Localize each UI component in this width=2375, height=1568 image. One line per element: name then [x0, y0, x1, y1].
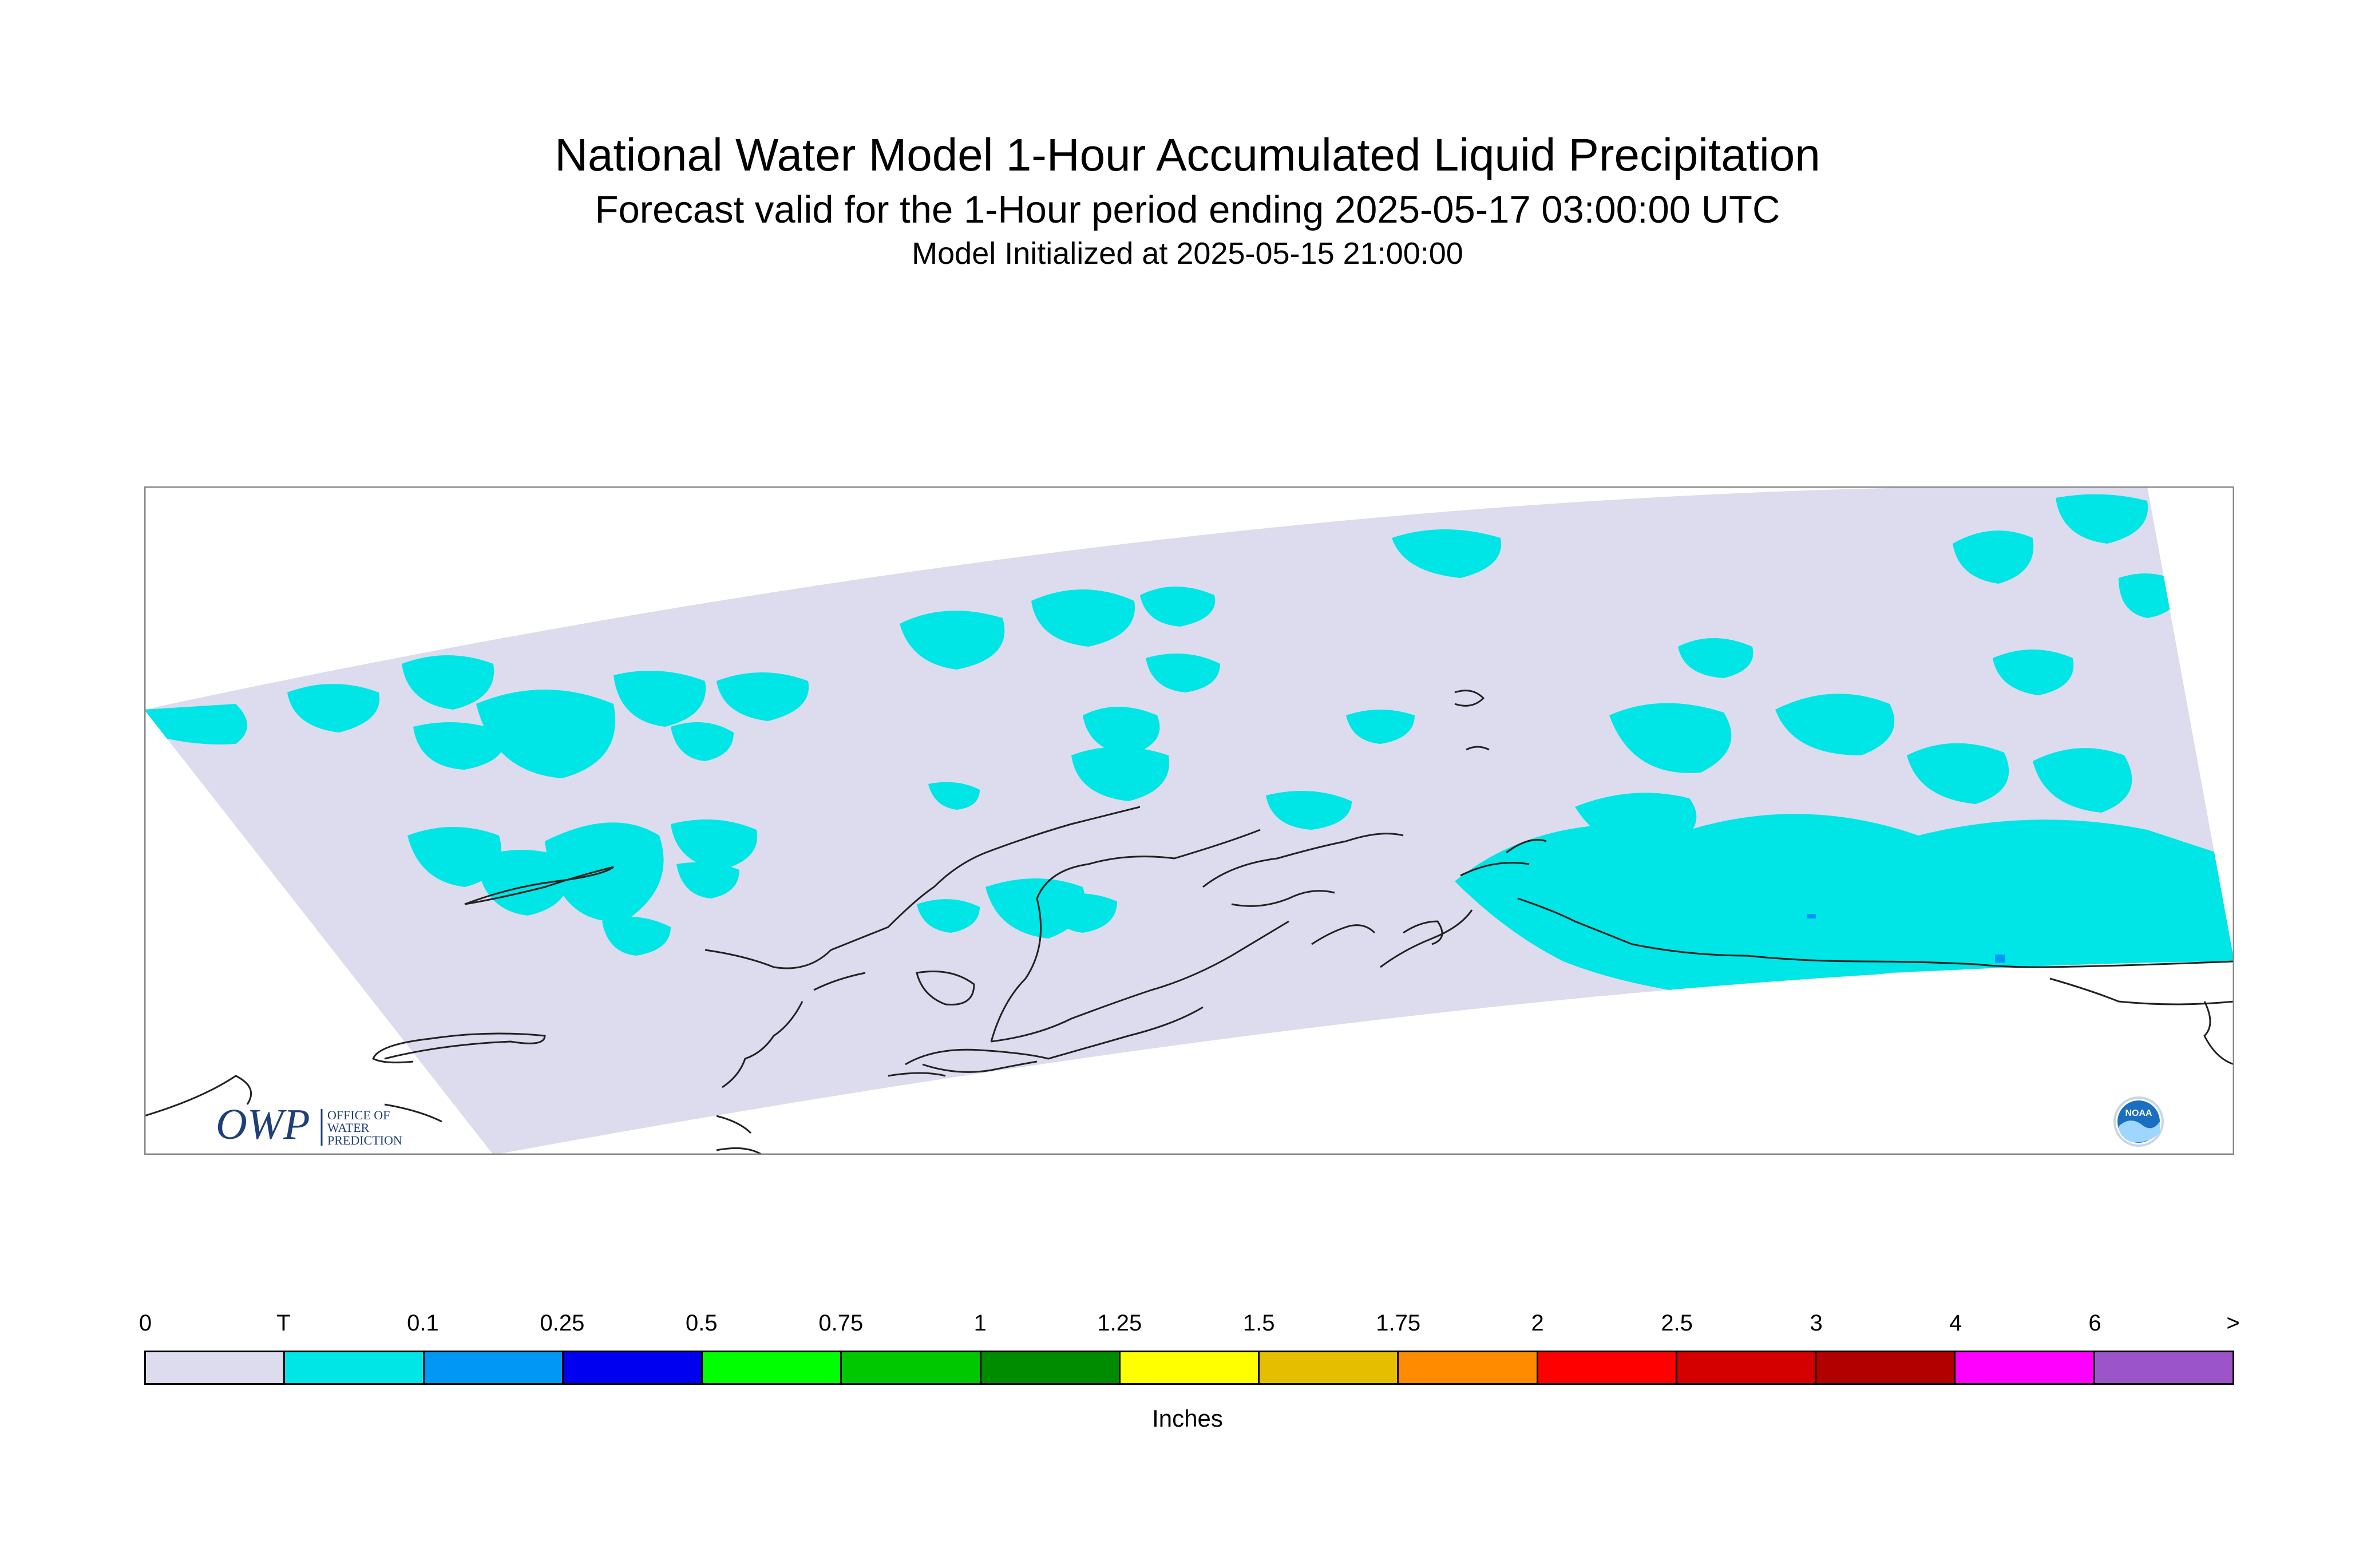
legend-swatch: [981, 1352, 1121, 1383]
legend-tick-label: 6: [2088, 1310, 2101, 1336]
legend-tick-label: 3: [1810, 1310, 1823, 1336]
model-init-time: Model Initialized at 2025-05-15 21:00:00: [912, 236, 1463, 271]
legend-swatch: [1120, 1352, 1260, 1383]
legend-swatch: [703, 1352, 842, 1383]
owp-logo: OWP OFFICE OF WATER PREDICTION: [216, 1100, 402, 1149]
legend-tick-label: 0: [138, 1310, 152, 1336]
legend-tick-label: 0.1: [407, 1310, 439, 1336]
noaa-logo: NOAA: [2113, 1096, 2164, 1147]
map-title: National Water Model 1-Hour Accumulated …: [555, 129, 1820, 180]
legend-tick-label: 4: [1949, 1310, 1962, 1336]
legend-tick-label: 1: [973, 1310, 987, 1336]
legend-tick-label: 1.25: [1097, 1310, 1142, 1336]
owp-logo-text: WATER: [327, 1120, 370, 1135]
legend-colorbar: [144, 1351, 2234, 1385]
legend-swatch: [563, 1352, 703, 1383]
legend-swatch: [285, 1352, 425, 1383]
map-frame: [144, 486, 2234, 1155]
legend-units: Inches: [1152, 1405, 1223, 1432]
noaa-logo-text: NOAA: [2125, 1108, 2152, 1118]
legend-tick-label: 1.5: [1242, 1310, 1275, 1336]
legend-tick-label: 0.5: [686, 1310, 718, 1336]
legend-tick-label: 0.25: [540, 1310, 585, 1336]
legend-swatch: [1956, 1352, 2095, 1383]
light-precip-spots: [1807, 914, 2005, 963]
color-legend: 0 T 0.1 0.25 0.5 0.75 1 1.25 1.5 1.75 2 2.5 3 4 6 >: [139, 1310, 2240, 1408]
legend-swatch: [842, 1352, 981, 1383]
legend-swatch: [1538, 1352, 1677, 1383]
legend-tick-label: 1.75: [1376, 1310, 1421, 1336]
legend-tick-label: 2: [1531, 1310, 1544, 1336]
owp-logo-text: OFFICE OF: [327, 1108, 390, 1122]
model-domain: [144, 486, 2234, 1155]
legend-swatch: [1399, 1352, 1538, 1383]
trace-precip-areas: [144, 494, 2234, 996]
legend-swatch: [424, 1352, 564, 1383]
legend-swatch: [146, 1352, 286, 1383]
map-subtitle: Forecast valid for the 1-Hour period end…: [595, 188, 1780, 231]
legend-tick-label: T: [276, 1310, 291, 1336]
legend-tick-label: 0.75: [818, 1310, 864, 1336]
owp-logo-mark: OWP: [216, 1100, 310, 1149]
legend-swatch: [2095, 1352, 2232, 1383]
legend-swatch: [1260, 1352, 1399, 1383]
coastlines: [144, 690, 2234, 1155]
legend-tick-label: 2.5: [1661, 1310, 1693, 1336]
legend-swatch: [1816, 1352, 1956, 1383]
legend-swatch: [1677, 1352, 1817, 1383]
owp-logo-text: PREDICTION: [327, 1133, 402, 1147]
legend-tick-label: >: [2226, 1310, 2240, 1336]
precipitation-map: OWP OFFICE OF WATER PREDICTION NOAA: [144, 486, 2234, 1155]
